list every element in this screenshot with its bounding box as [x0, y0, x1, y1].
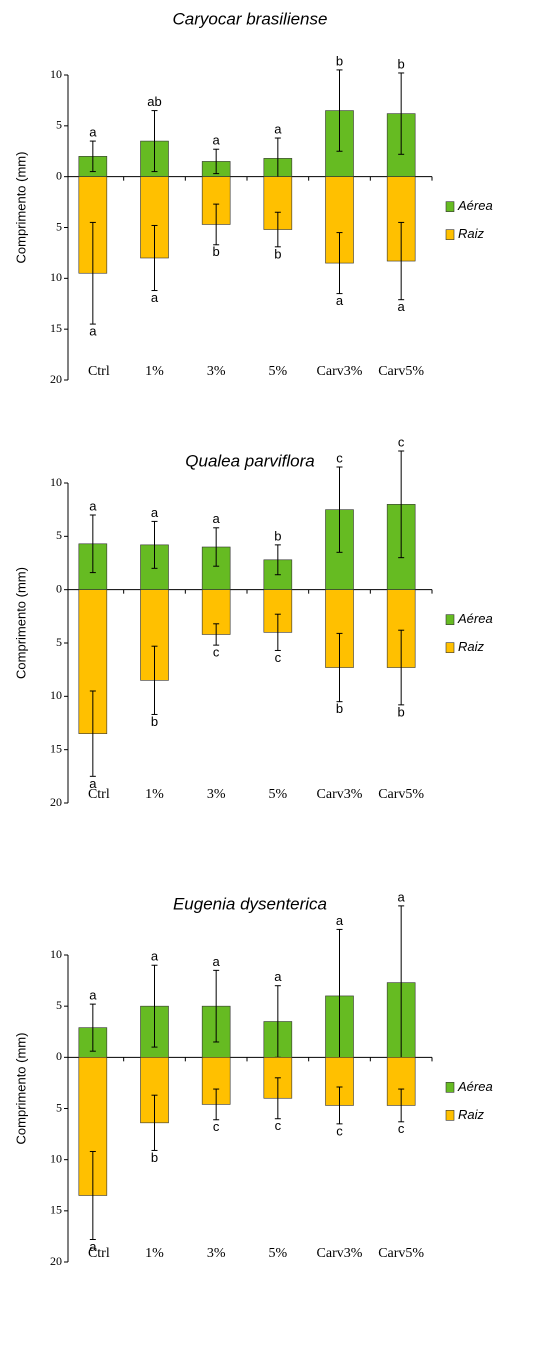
y-tick-label: 10 [50, 1151, 62, 1165]
y-tick-label: 10 [50, 947, 62, 961]
significance-letter: a [89, 125, 97, 140]
significance-letter: a [151, 505, 159, 520]
significance-letter: c [213, 1119, 220, 1134]
legend-label: Aérea [457, 611, 493, 626]
legend-label: Raiz [458, 226, 485, 241]
y-tick-label: 0 [56, 581, 62, 595]
significance-letter: a [89, 324, 97, 339]
significance-letter: c [275, 650, 282, 665]
legend-label: Raiz [458, 1107, 485, 1122]
y-tick-label: 5 [56, 528, 62, 542]
chart-title: Caryocar brasiliense [173, 9, 328, 28]
significance-letter: b [151, 714, 158, 729]
significance-letter: a [89, 776, 97, 791]
x-tick-label: Ctrl [88, 787, 110, 802]
x-tick-label: Ctrl [88, 364, 110, 379]
significance-letter: b [398, 704, 405, 719]
significance-letter: a [336, 913, 344, 928]
significance-letter: a [213, 133, 221, 148]
significance-letter: c [336, 1123, 343, 1138]
x-tick-label: Carv3% [317, 1246, 363, 1261]
significance-letter: b [213, 244, 220, 259]
significance-letter: ab [147, 94, 161, 109]
significance-letter: a [274, 121, 282, 136]
y-tick-label: 15 [50, 321, 62, 335]
x-tick-label: Carv5% [378, 787, 424, 802]
chart-title: Eugenia dysenterica [173, 894, 327, 913]
significance-letter: b [398, 56, 405, 71]
x-tick-label: Carv3% [317, 787, 363, 802]
significance-letter: c [336, 450, 343, 465]
significance-letter: a [213, 954, 221, 969]
y-tick-label: 10 [50, 270, 62, 284]
y-tick-label: 10 [50, 67, 62, 81]
significance-letter: b [336, 701, 343, 716]
chart-title: Qualea parviflora [185, 451, 314, 470]
significance-letter: a [151, 949, 159, 964]
significance-letter: a [89, 988, 97, 1003]
legend-swatch [445, 1110, 455, 1121]
y-axis-label: Comprimento (mm) [13, 152, 28, 264]
significance-letter: c [398, 434, 405, 449]
x-tick-label: Carv5% [378, 364, 424, 379]
y-tick-label: 20 [50, 372, 62, 386]
significance-letter: c [275, 1118, 282, 1133]
x-tick-label: Carv5% [378, 1246, 424, 1261]
legend-label: Aérea [457, 198, 493, 213]
significance-letter: a [89, 1239, 97, 1254]
y-tick-label: 5 [56, 219, 62, 233]
y-axis-label: Comprimento (mm) [13, 567, 28, 679]
y-tick-label: 15 [50, 1203, 62, 1217]
legend-swatch [445, 1082, 455, 1093]
significance-letter: b [151, 1150, 158, 1165]
x-tick-label: 5% [268, 787, 287, 802]
significance-letter: c [213, 645, 220, 660]
y-tick-label: 5 [56, 998, 62, 1012]
significance-letter: a [398, 299, 406, 314]
significance-letter: a [213, 511, 221, 526]
significance-letter: b [274, 528, 281, 543]
significance-letter: a [89, 498, 97, 513]
y-tick-label: 10 [50, 688, 62, 702]
y-tick-label: 5 [56, 1100, 62, 1114]
y-tick-label: 20 [50, 795, 62, 809]
x-tick-label: 1% [145, 1246, 164, 1261]
x-tick-label: 3% [207, 787, 226, 802]
x-tick-label: Carv3% [317, 364, 363, 379]
y-tick-label: 15 [50, 741, 62, 755]
legend-swatch [445, 201, 455, 212]
y-tick-label: 5 [56, 118, 62, 132]
y-tick-label: 0 [56, 168, 62, 182]
legend-swatch [445, 614, 455, 625]
y-tick-label: 10 [50, 475, 62, 489]
x-tick-label: 5% [268, 1246, 287, 1261]
legend-swatch [445, 642, 455, 653]
significance-letter: a [151, 290, 159, 305]
significance-letter: a [398, 889, 406, 904]
significance-letter: a [336, 293, 344, 308]
y-tick-label: 0 [56, 1049, 62, 1063]
significance-letter: c [398, 1121, 405, 1136]
x-tick-label: Ctrl [88, 1246, 110, 1261]
x-tick-label: 3% [207, 364, 226, 379]
x-tick-label: 3% [207, 1246, 226, 1261]
significance-letter: b [274, 246, 281, 261]
x-tick-label: 1% [145, 787, 164, 802]
x-tick-label: 5% [268, 364, 287, 379]
y-tick-label: 20 [50, 1254, 62, 1268]
legend-label: Aérea [457, 1079, 493, 1094]
legend-swatch [445, 229, 455, 240]
bar [386, 1057, 416, 1106]
y-tick-label: 5 [56, 635, 62, 649]
significance-letter: a [274, 969, 282, 984]
x-tick-label: 1% [145, 364, 164, 379]
legend-label: Raiz [458, 639, 485, 654]
y-axis-label: Comprimento (mm) [13, 1033, 28, 1145]
significance-letter: b [336, 53, 343, 68]
